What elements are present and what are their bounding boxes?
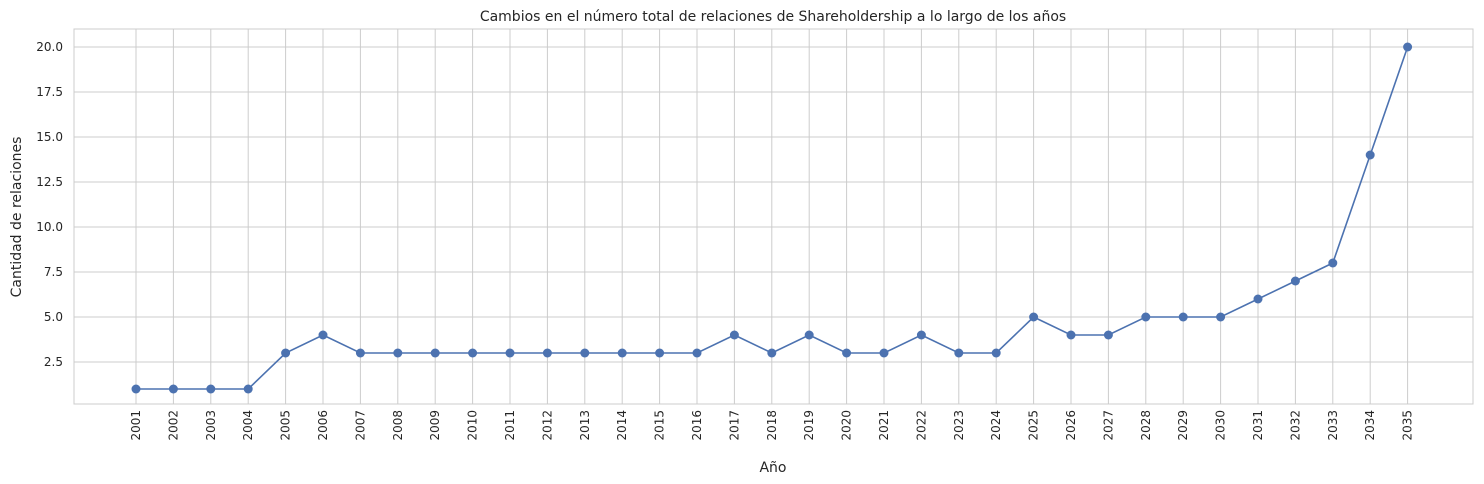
- x-tick-label: 2022: [914, 410, 928, 441]
- x-tick-label: 2027: [1101, 410, 1115, 441]
- data-point: [692, 348, 702, 358]
- x-tick-label: 2021: [877, 410, 891, 441]
- x-tick-label: 2023: [952, 410, 966, 441]
- data-point: [355, 348, 365, 358]
- y-tick-label: 12.5: [36, 175, 63, 189]
- x-tick-label: 2031: [1251, 410, 1265, 441]
- x-tick-label: 2015: [653, 410, 667, 441]
- series: [131, 42, 1413, 394]
- x-tick-label: 2029: [1176, 410, 1190, 441]
- data-point: [1066, 330, 1076, 340]
- y-tick-label: 10.0: [36, 220, 63, 234]
- x-tick-label: 2032: [1288, 410, 1302, 441]
- data-point: [879, 348, 889, 358]
- data-point: [842, 348, 852, 358]
- x-tick-label: 2035: [1401, 410, 1415, 441]
- y-axis-ticks: 2.5 5.0 7.5 10.0 12.5 15.0 17.5 20.0: [36, 40, 63, 369]
- chart-title: Cambios en el número total de relaciones…: [480, 9, 1066, 25]
- data-point: [1029, 312, 1039, 322]
- y-tick-label: 5.0: [44, 310, 63, 324]
- data-point: [505, 348, 515, 358]
- y-tick-label: 17.5: [36, 85, 63, 99]
- data-point: [1141, 312, 1151, 322]
- data-point: [206, 384, 216, 394]
- x-tick-label: 2025: [1027, 410, 1041, 441]
- x-tick-label: 2033: [1326, 410, 1340, 441]
- x-tick-label: 2017: [727, 410, 741, 441]
- x-tick-label: 2028: [1139, 410, 1153, 441]
- x-tick-label: 2001: [129, 410, 143, 441]
- data-point: [168, 384, 178, 394]
- y-tick-label: 15.0: [36, 130, 63, 144]
- data-point: [916, 330, 926, 340]
- x-tick-label: 2012: [540, 410, 554, 441]
- data-point: [542, 348, 552, 358]
- x-tick-label: 2003: [204, 410, 218, 441]
- data-point: [281, 348, 291, 358]
- data-point: [318, 330, 328, 340]
- y-tick-label: 20.0: [36, 40, 63, 54]
- data-point: [767, 348, 777, 358]
- y-axis-label: Cantidad de relaciones: [9, 137, 25, 298]
- y-tick-label: 2.5: [44, 355, 63, 369]
- data-point: [729, 330, 739, 340]
- data-point: [1103, 330, 1113, 340]
- x-tick-label: 2004: [241, 410, 255, 441]
- y-tick-label: 7.5: [44, 265, 63, 279]
- x-tick-label: 2020: [840, 410, 854, 441]
- data-point: [804, 330, 814, 340]
- x-tick-label: 2016: [690, 410, 704, 441]
- x-tick-label: 2026: [1064, 410, 1078, 441]
- x-tick-label: 2002: [166, 410, 180, 441]
- data-point: [393, 348, 403, 358]
- x-tick-label: 2008: [391, 410, 405, 441]
- data-point: [243, 384, 253, 394]
- x-tick-label: 2018: [765, 410, 779, 441]
- x-axis-ticks: 2001 2002 2003 2004 2005 2006 2007 2008 2009 2010…: [129, 410, 1415, 441]
- x-tick-label: 2006: [316, 410, 330, 441]
- x-tick-label: 2007: [353, 410, 367, 441]
- plot-frame: [73, 28, 1474, 405]
- x-tick-label: 2009: [428, 410, 442, 441]
- data-point: [1290, 276, 1300, 286]
- data-point: [131, 384, 141, 394]
- x-tick-label: 2034: [1363, 410, 1377, 441]
- data-point: [617, 348, 627, 358]
- data-point: [991, 348, 1001, 358]
- data-point: [1216, 312, 1226, 322]
- grid: [74, 29, 1473, 404]
- data-point: [1253, 294, 1263, 304]
- data-point: [1365, 150, 1375, 160]
- data-point: [1403, 42, 1413, 52]
- x-tick-label: 2024: [989, 410, 1003, 441]
- x-tick-label: 2019: [802, 410, 816, 441]
- data-point: [580, 348, 590, 358]
- x-tick-label: 2010: [466, 410, 480, 441]
- x-tick-label: 2030: [1214, 410, 1228, 441]
- data-point: [1328, 258, 1338, 268]
- x-axis-label: Año: [759, 460, 786, 476]
- x-tick-label: 2013: [578, 410, 592, 441]
- data-point: [655, 348, 665, 358]
- x-tick-label: 2005: [279, 410, 293, 441]
- data-point: [954, 348, 964, 358]
- data-point: [430, 348, 440, 358]
- x-tick-label: 2014: [615, 410, 629, 441]
- x-tick-label: 2011: [503, 410, 517, 441]
- data-point: [1178, 312, 1188, 322]
- data-point: [468, 348, 478, 358]
